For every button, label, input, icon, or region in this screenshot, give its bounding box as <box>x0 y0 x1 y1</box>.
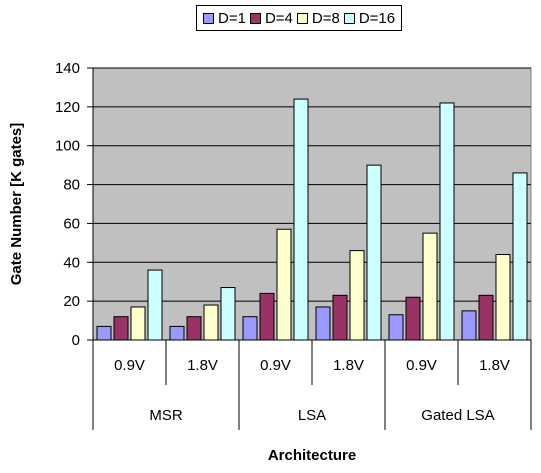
x-category-label: 1.8V <box>479 357 510 374</box>
axes <box>87 67 532 430</box>
bar-d4 <box>186 316 202 341</box>
x-category-label: 1.8V <box>333 357 364 374</box>
bar-d8 <box>349 250 365 341</box>
bar-d16 <box>366 164 382 341</box>
legend-item: D=4 <box>249 9 293 27</box>
bar-d4 <box>478 294 494 341</box>
legend-swatch <box>249 12 261 24</box>
bar-d1 <box>242 316 258 341</box>
bar-d4 <box>332 294 348 341</box>
y-tick-labels: 0 20 40 60 80 100 120 140 <box>55 60 80 349</box>
bar-d8 <box>203 304 219 341</box>
y-tick-label: 140 <box>55 60 80 77</box>
legend-item: D=8 <box>296 9 340 27</box>
x-category-label: 1.8V <box>187 357 218 374</box>
bar-d16 <box>293 98 309 341</box>
y-tick-label: 40 <box>63 254 80 271</box>
legend-label: D=4 <box>264 9 293 27</box>
bar-d1 <box>315 306 331 341</box>
y-tick-label: 100 <box>55 138 80 155</box>
bar-d1 <box>388 314 404 341</box>
legend-item: D=1 <box>203 10 246 27</box>
bars <box>96 98 528 341</box>
y-tick-label: 120 <box>55 99 80 116</box>
bar-d16 <box>220 287 236 341</box>
bar-d16 <box>147 269 163 341</box>
x-category-label: 0.9V <box>406 357 437 374</box>
legend-item: D=16 <box>343 9 396 27</box>
legend-label: D=8 <box>311 9 340 27</box>
x-category-label: 0.9V <box>260 357 291 374</box>
bar-d8 <box>495 254 511 341</box>
bar-d1 <box>461 310 477 341</box>
bar-d1 <box>169 325 185 341</box>
bar-d8 <box>276 228 292 341</box>
bar-d16 <box>512 172 528 341</box>
y-axis-title: Gate Number [K gates] <box>8 123 25 286</box>
gridlines <box>93 67 531 302</box>
x-category-label: 0.9V <box>114 357 145 374</box>
bar-d4 <box>259 292 275 341</box>
bar-d4 <box>113 316 129 341</box>
y-tick-label: 20 <box>63 293 80 310</box>
bar-d1 <box>96 325 112 341</box>
legend-swatch <box>343 12 355 24</box>
x-tick-labels: 0.9V 1.8V 0.9V 1.8V 0.9V 1.8V MSR LSA Gated LSA <box>114 357 510 424</box>
legend-swatch <box>203 12 214 24</box>
y-tick-label: 0 <box>72 332 80 349</box>
x-axis-title: Architecture <box>268 447 356 464</box>
y-tick-label: 80 <box>63 177 80 194</box>
x-group-label: LSA <box>298 407 326 424</box>
x-group-label: Gated LSA <box>421 407 494 424</box>
bar-d8 <box>422 232 438 341</box>
legend-swatch <box>296 12 308 24</box>
bar-d16 <box>439 102 455 341</box>
legend-label: D=1 <box>218 9 246 27</box>
legend-label: D=16 <box>358 9 396 27</box>
plot-area <box>92 67 532 341</box>
y-tick-label: 60 <box>63 215 80 232</box>
bar-d4 <box>405 296 421 341</box>
bar-d8 <box>130 306 146 341</box>
legend: D=1 D=4 D=8 D=16 <box>196 5 403 31</box>
x-group-label: MSR <box>149 407 183 424</box>
